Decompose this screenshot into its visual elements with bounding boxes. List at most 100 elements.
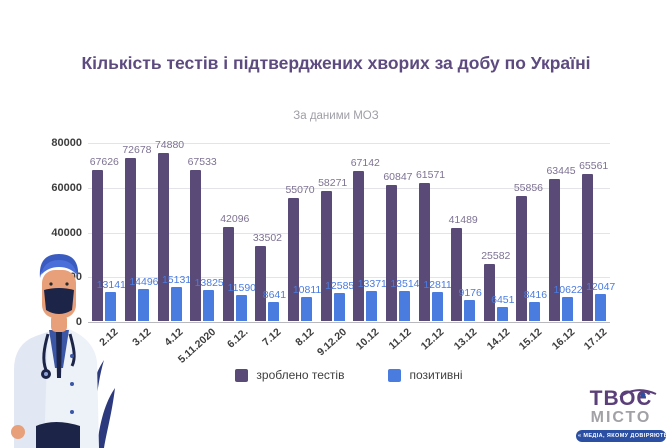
x-axis-label: 13.12 (451, 326, 480, 353)
positive-value-label: 14496 (129, 275, 159, 288)
y-axis-tick-60000: 60000 (51, 181, 82, 194)
x-axis-label: 17.12 (582, 326, 610, 353)
positive-bar (398, 290, 410, 321)
positive-bar (137, 288, 149, 321)
logo-tagline-ribbon: « МЕДІА, ЯКОМУ ДОВІРЯЮТЬ » (576, 430, 672, 442)
positive-swatch-icon (388, 368, 402, 382)
tvoe-misto-logo: ТВОЄ МІСТО « МЕДІА, ЯКОМУ ДОВІРЯЮТЬ » (576, 387, 672, 442)
gridline-0 (88, 322, 610, 323)
positive-bar (301, 296, 313, 321)
tests-value-label: 67626 (89, 155, 119, 168)
tests-value-label: 55856 (513, 182, 544, 195)
logo-word-tvoe-text: ТВОЄ (589, 387, 653, 411)
logo-word-tvoe: ТВОЄ (576, 387, 666, 411)
positive-bar (529, 302, 541, 321)
tests-bar (516, 196, 528, 321)
x-axis-label: 10.12 (353, 326, 382, 353)
positive-bar (464, 300, 476, 321)
x-axis-label: 12.12 (419, 326, 447, 353)
tests-value-label: 67533 (187, 155, 217, 168)
tests-value-label: 60847 (383, 170, 413, 183)
x-axis-label: 15.12 (516, 326, 545, 353)
positive-value-label: 12811 (423, 279, 452, 292)
tests-bar (222, 226, 234, 321)
positive-bar (170, 287, 182, 321)
tests-value-label: 42096 (220, 212, 250, 225)
tests-value-label: 63445 (546, 165, 576, 178)
positive-bar (333, 292, 345, 321)
positive-value-label: 8416 (523, 289, 548, 302)
page-subtitle: За даними МОЗ (293, 110, 379, 122)
positive-bar (235, 295, 247, 321)
positive-value-label: 11590 (227, 282, 257, 295)
tests-bar (124, 158, 136, 321)
tests-bar (385, 184, 397, 321)
x-axis-label: 11.12 (386, 326, 414, 353)
tests-value-label: 41489 (448, 214, 478, 227)
logo-word-misto: МІСТО (590, 409, 652, 427)
x-axis-label: 7.12 (260, 326, 284, 349)
x-axis-label: 9.12.20 (314, 326, 349, 359)
tests-bar (549, 179, 561, 321)
x-axis-label: 14.12 (484, 326, 512, 353)
x-axis-label: 8.12 (292, 326, 317, 349)
tests-bar (353, 170, 365, 321)
positive-bar (431, 292, 443, 321)
y-axis-tick-0: 0 (75, 316, 82, 328)
positive-value-label: 12047 (586, 281, 616, 294)
eye-icon (619, 389, 657, 399)
gridline-20000 (88, 277, 610, 279)
tests-value-label: 65561 (579, 160, 609, 173)
positive-value-label: 15131 (161, 274, 192, 287)
tests-value-label: 72678 (122, 144, 152, 157)
positive-value-label: 10811 (292, 283, 322, 296)
positive-bar (562, 297, 574, 321)
legend-label-tests: зроблено тестів (256, 368, 345, 382)
tests-value-label: 33502 (252, 232, 283, 245)
tests-value-label: 25582 (481, 249, 511, 262)
legend-label-positive: позитивні (409, 368, 463, 382)
y-axis-tick-80000: 80000 (51, 137, 82, 149)
tests-bar (157, 153, 169, 321)
positive-value-label: 8641 (262, 288, 287, 301)
legend-item-positive: позитивні (388, 368, 463, 382)
tests-bar (451, 228, 463, 321)
positive-value-label: 10622 (553, 284, 583, 297)
x-axis-label: 6.12. (225, 326, 251, 351)
tests-value-label: 61571 (415, 169, 446, 182)
y-axis-tick-40000: 40000 (51, 226, 82, 239)
positive-value-label: 6451 (491, 293, 515, 306)
positive-bar (105, 291, 117, 321)
plot-area: 02000040000600008000067626131412.1272678… (51, 137, 615, 366)
x-axis-label: 16.12 (549, 326, 578, 353)
tests-bar (581, 174, 593, 321)
positive-value-label: 12585 (325, 279, 355, 292)
tests-value-label: 67142 (350, 156, 380, 169)
positive-bar (366, 291, 378, 321)
positive-bar (268, 301, 280, 321)
positive-bar (203, 290, 215, 321)
x-axis-label: 4.12 (162, 326, 186, 349)
page-title: Кількість тестів і підтверджених хворих … (81, 53, 591, 73)
positive-value-label: 13141 (96, 278, 126, 291)
tests-value-label: 55070 (285, 183, 315, 196)
tests-bar (418, 183, 430, 321)
gridline-60000 (88, 187, 610, 189)
positive-value-label: 13825 (194, 277, 224, 290)
chart-legend: зроблено тестів позитивні (88, 368, 610, 382)
positive-value-label: 13371 (357, 278, 387, 291)
tests-bar (190, 169, 202, 321)
positive-value-label: 9176 (458, 287, 482, 300)
x-axis-label: 3.12 (129, 326, 153, 349)
tests-value-label: 58271 (318, 176, 348, 189)
legend-item-tests: зроблено тестів (235, 368, 344, 382)
tests-value-label: 74880 (154, 139, 185, 152)
tests-swatch-icon (235, 368, 249, 382)
positive-value-label: 13514 (390, 277, 420, 290)
gridline-40000 (88, 232, 610, 234)
gridline-80000 (88, 143, 610, 144)
doctor-illustration (11, 254, 115, 448)
tests-bar (483, 263, 495, 321)
positive-bar (496, 306, 508, 321)
